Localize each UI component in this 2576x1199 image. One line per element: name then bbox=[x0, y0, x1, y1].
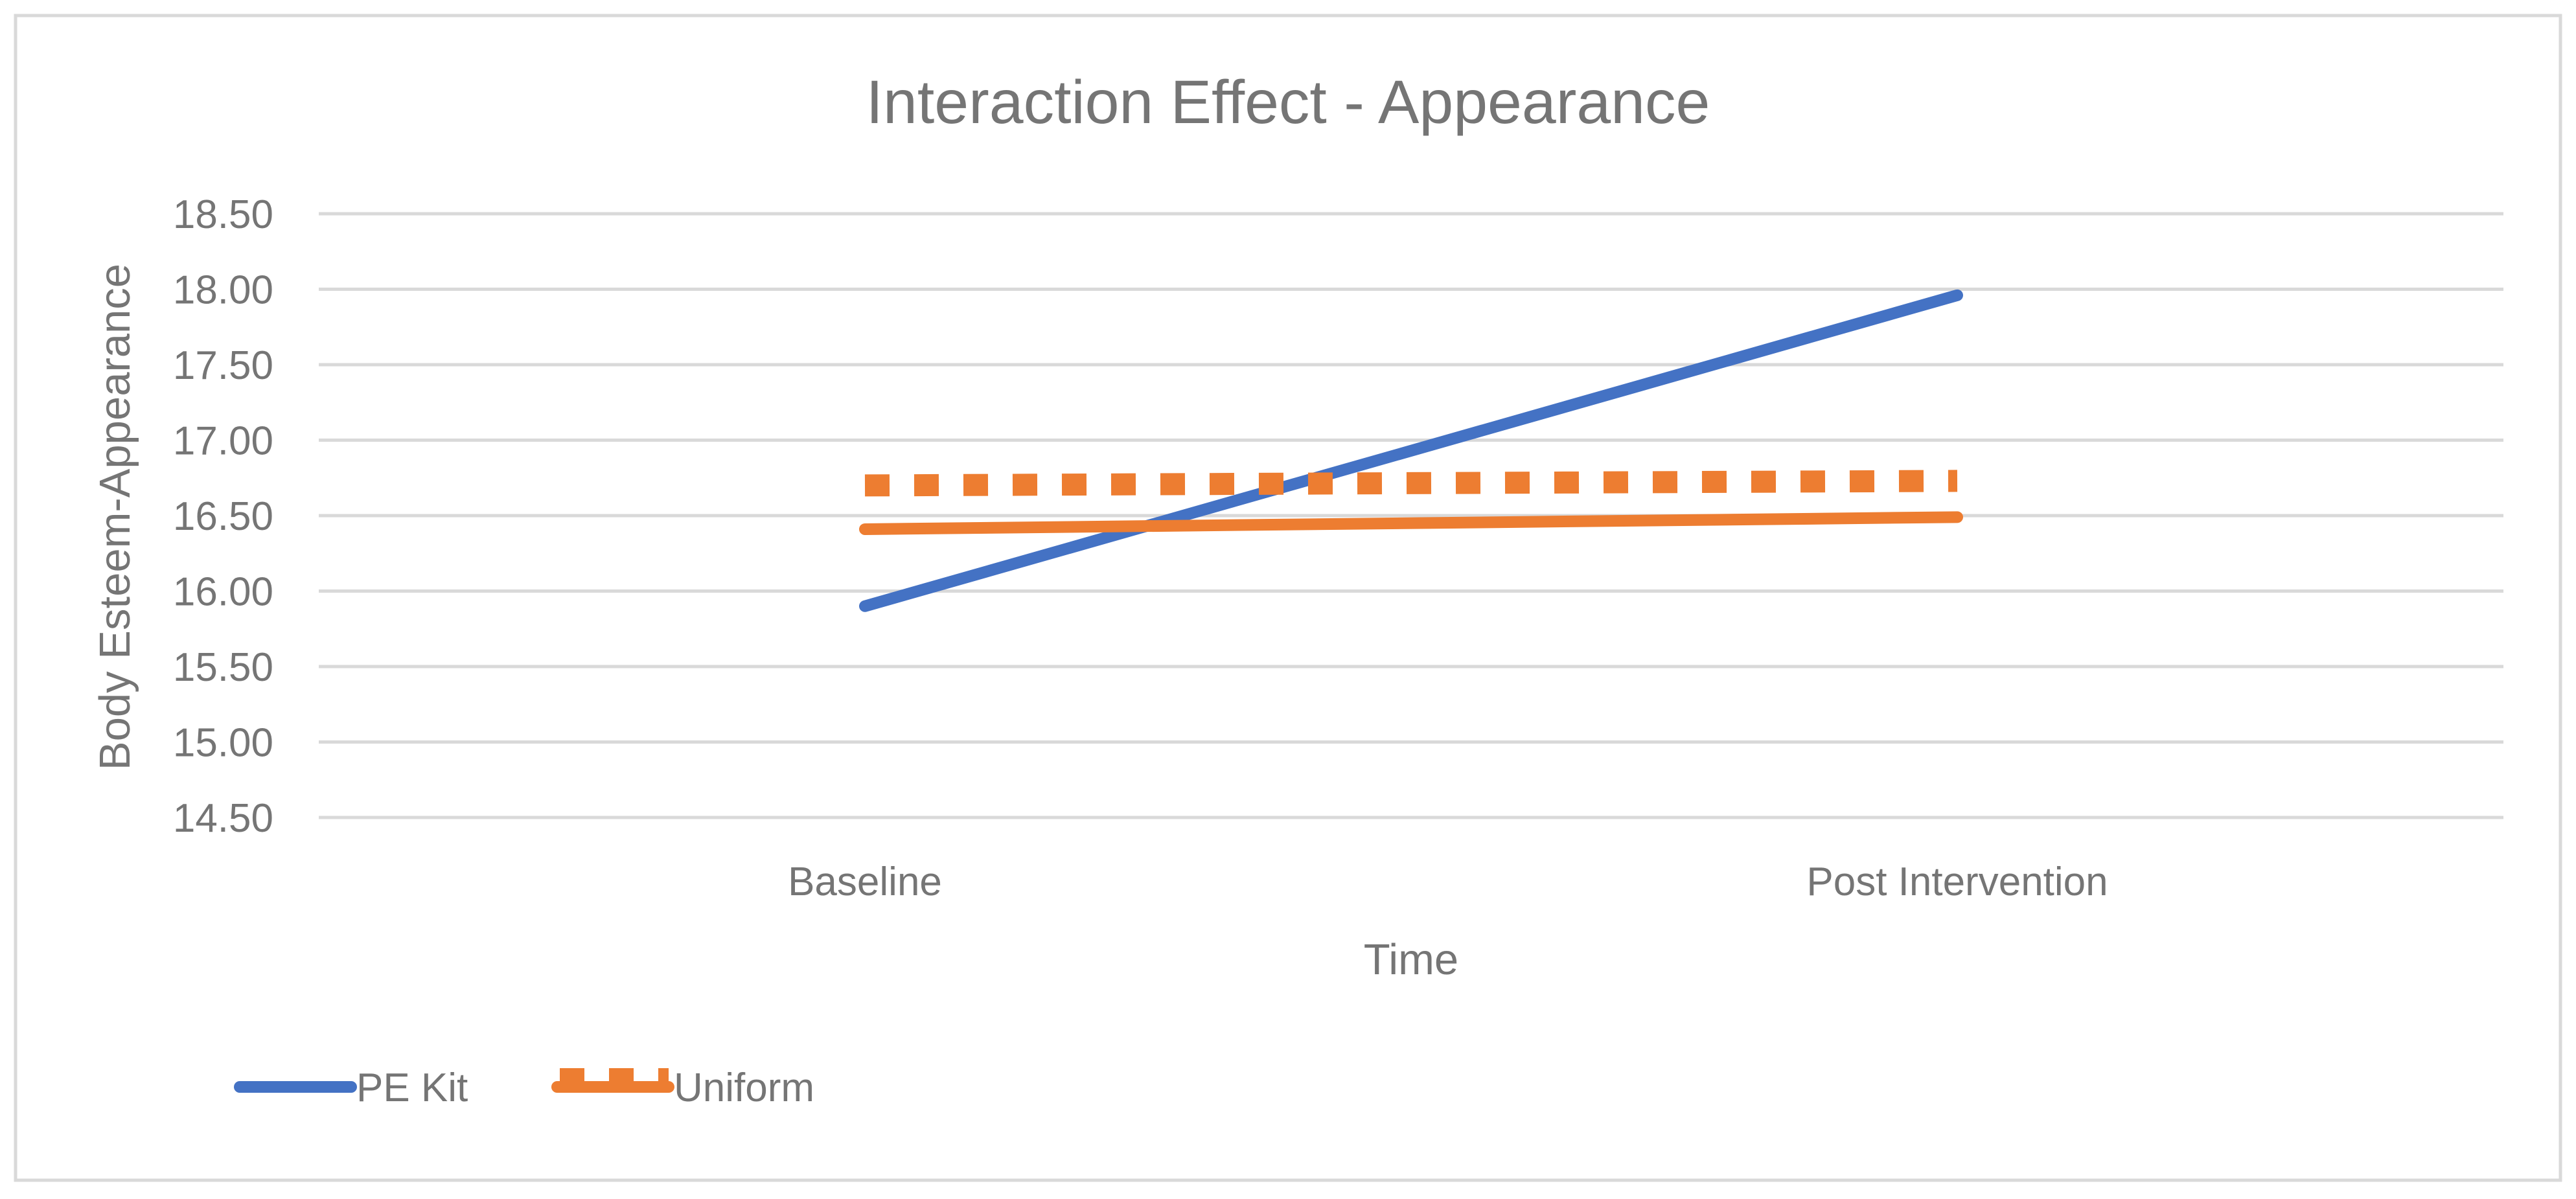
y-axis-ticks: 14.50 15.00 15.50 16.00 16.50 17.00 17.50 18.00… bbox=[173, 192, 273, 841]
y-tick-label: 17.50 bbox=[173, 343, 273, 388]
legend-label: PE Kit bbox=[356, 1066, 468, 1110]
legend-label: Uniform bbox=[674, 1066, 814, 1110]
x-axis-ticks: Baseline Post Intervention bbox=[788, 860, 2108, 904]
y-tick-label: 14.50 bbox=[173, 796, 273, 841]
series-line-0 bbox=[859, 289, 1963, 612]
series-line-1 bbox=[859, 511, 1963, 535]
y-tick-label: 15.50 bbox=[173, 645, 273, 690]
series-lines bbox=[859, 289, 1963, 612]
gridlines bbox=[319, 212, 2503, 819]
y-tick-label: 16.00 bbox=[173, 570, 273, 615]
y-tick-label: 18.00 bbox=[173, 268, 273, 313]
x-tick-label: Post Intervention bbox=[1806, 860, 2108, 904]
legend: PE Kit Uniform bbox=[234, 1066, 814, 1110]
y-tick-label: 15.00 bbox=[173, 721, 273, 766]
y-tick-label: 18.50 bbox=[173, 192, 273, 237]
y-axis-label: Body Esteem-Appearance bbox=[91, 264, 139, 770]
chart-border bbox=[14, 14, 2562, 1182]
y-tick-label: 17.00 bbox=[173, 419, 273, 464]
series-line-2 bbox=[864, 470, 1958, 497]
y-tick-label: 16.50 bbox=[173, 494, 273, 539]
x-axis-label: Time bbox=[1364, 935, 1458, 984]
chart-title: Interaction Effect - Appearance bbox=[866, 68, 1710, 137]
x-tick-label: Baseline bbox=[788, 860, 942, 904]
